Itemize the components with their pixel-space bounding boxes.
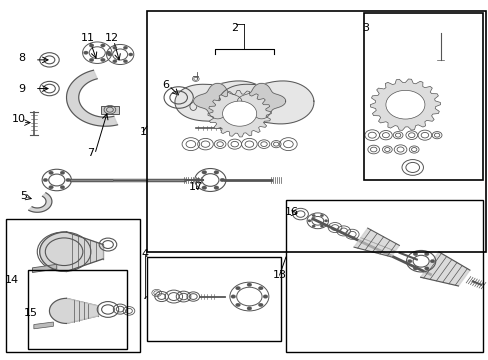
Circle shape: [320, 225, 323, 228]
Text: 6: 6: [162, 80, 169, 90]
Polygon shape: [237, 84, 285, 119]
Circle shape: [101, 44, 105, 47]
Text: 3: 3: [361, 23, 368, 33]
Polygon shape: [32, 264, 57, 273]
Circle shape: [222, 101, 256, 126]
Circle shape: [89, 58, 94, 62]
Circle shape: [214, 186, 219, 189]
Text: 9: 9: [18, 84, 25, 94]
Text: 8: 8: [18, 53, 25, 63]
Circle shape: [407, 260, 411, 263]
Text: 15: 15: [24, 308, 38, 318]
Circle shape: [246, 307, 251, 310]
Circle shape: [220, 178, 224, 182]
Bar: [147, 12, 485, 252]
Text: 1: 1: [139, 127, 146, 136]
Circle shape: [49, 185, 53, 189]
Circle shape: [66, 178, 70, 182]
Circle shape: [113, 60, 117, 63]
Bar: [147, 257, 281, 341]
Polygon shape: [207, 90, 271, 137]
Bar: [285, 200, 483, 352]
Text: 10: 10: [12, 114, 26, 124]
Circle shape: [43, 178, 48, 182]
Circle shape: [123, 60, 127, 63]
Text: 2: 2: [231, 23, 238, 33]
Circle shape: [324, 220, 327, 222]
Circle shape: [246, 283, 251, 287]
Circle shape: [101, 58, 105, 62]
Circle shape: [202, 186, 206, 189]
Circle shape: [412, 252, 417, 256]
Circle shape: [195, 178, 200, 182]
Polygon shape: [40, 232, 103, 271]
Circle shape: [60, 185, 64, 189]
Text: 5: 5: [20, 191, 27, 201]
Polygon shape: [369, 79, 440, 130]
Polygon shape: [29, 193, 52, 212]
Bar: [5, 220, 140, 352]
Text: 17: 17: [188, 182, 203, 192]
Circle shape: [320, 214, 323, 217]
Polygon shape: [49, 298, 98, 323]
Polygon shape: [66, 70, 117, 126]
Text: 16: 16: [285, 207, 299, 217]
Circle shape: [307, 220, 310, 222]
Circle shape: [429, 260, 434, 263]
Polygon shape: [420, 252, 469, 286]
Text: 4: 4: [141, 248, 148, 258]
Circle shape: [235, 287, 240, 290]
Circle shape: [412, 267, 417, 270]
Circle shape: [113, 46, 117, 49]
Circle shape: [83, 51, 88, 54]
Circle shape: [311, 214, 315, 217]
Circle shape: [424, 252, 428, 256]
Bar: [101, 106, 119, 114]
Circle shape: [385, 90, 424, 119]
Circle shape: [258, 287, 263, 290]
Bar: [27, 270, 127, 348]
Circle shape: [89, 44, 94, 47]
Polygon shape: [175, 81, 269, 124]
Polygon shape: [353, 228, 399, 257]
Text: 11: 11: [81, 33, 94, 43]
Circle shape: [123, 46, 127, 49]
Circle shape: [230, 295, 235, 298]
Circle shape: [235, 303, 240, 307]
Polygon shape: [193, 84, 242, 119]
Text: 14: 14: [4, 275, 19, 285]
Text: 7: 7: [87, 148, 94, 158]
Text: 12: 12: [104, 33, 119, 43]
Text: 13: 13: [272, 270, 286, 280]
Circle shape: [258, 303, 263, 307]
Polygon shape: [34, 322, 53, 329]
Circle shape: [107, 53, 111, 56]
Circle shape: [106, 51, 111, 54]
Polygon shape: [218, 81, 313, 124]
Circle shape: [424, 267, 428, 270]
Circle shape: [202, 171, 206, 174]
Bar: [363, 13, 483, 180]
Circle shape: [263, 295, 267, 298]
Circle shape: [214, 171, 219, 174]
Circle shape: [311, 225, 315, 228]
Circle shape: [49, 171, 53, 175]
Circle shape: [60, 171, 64, 175]
Circle shape: [128, 53, 133, 56]
